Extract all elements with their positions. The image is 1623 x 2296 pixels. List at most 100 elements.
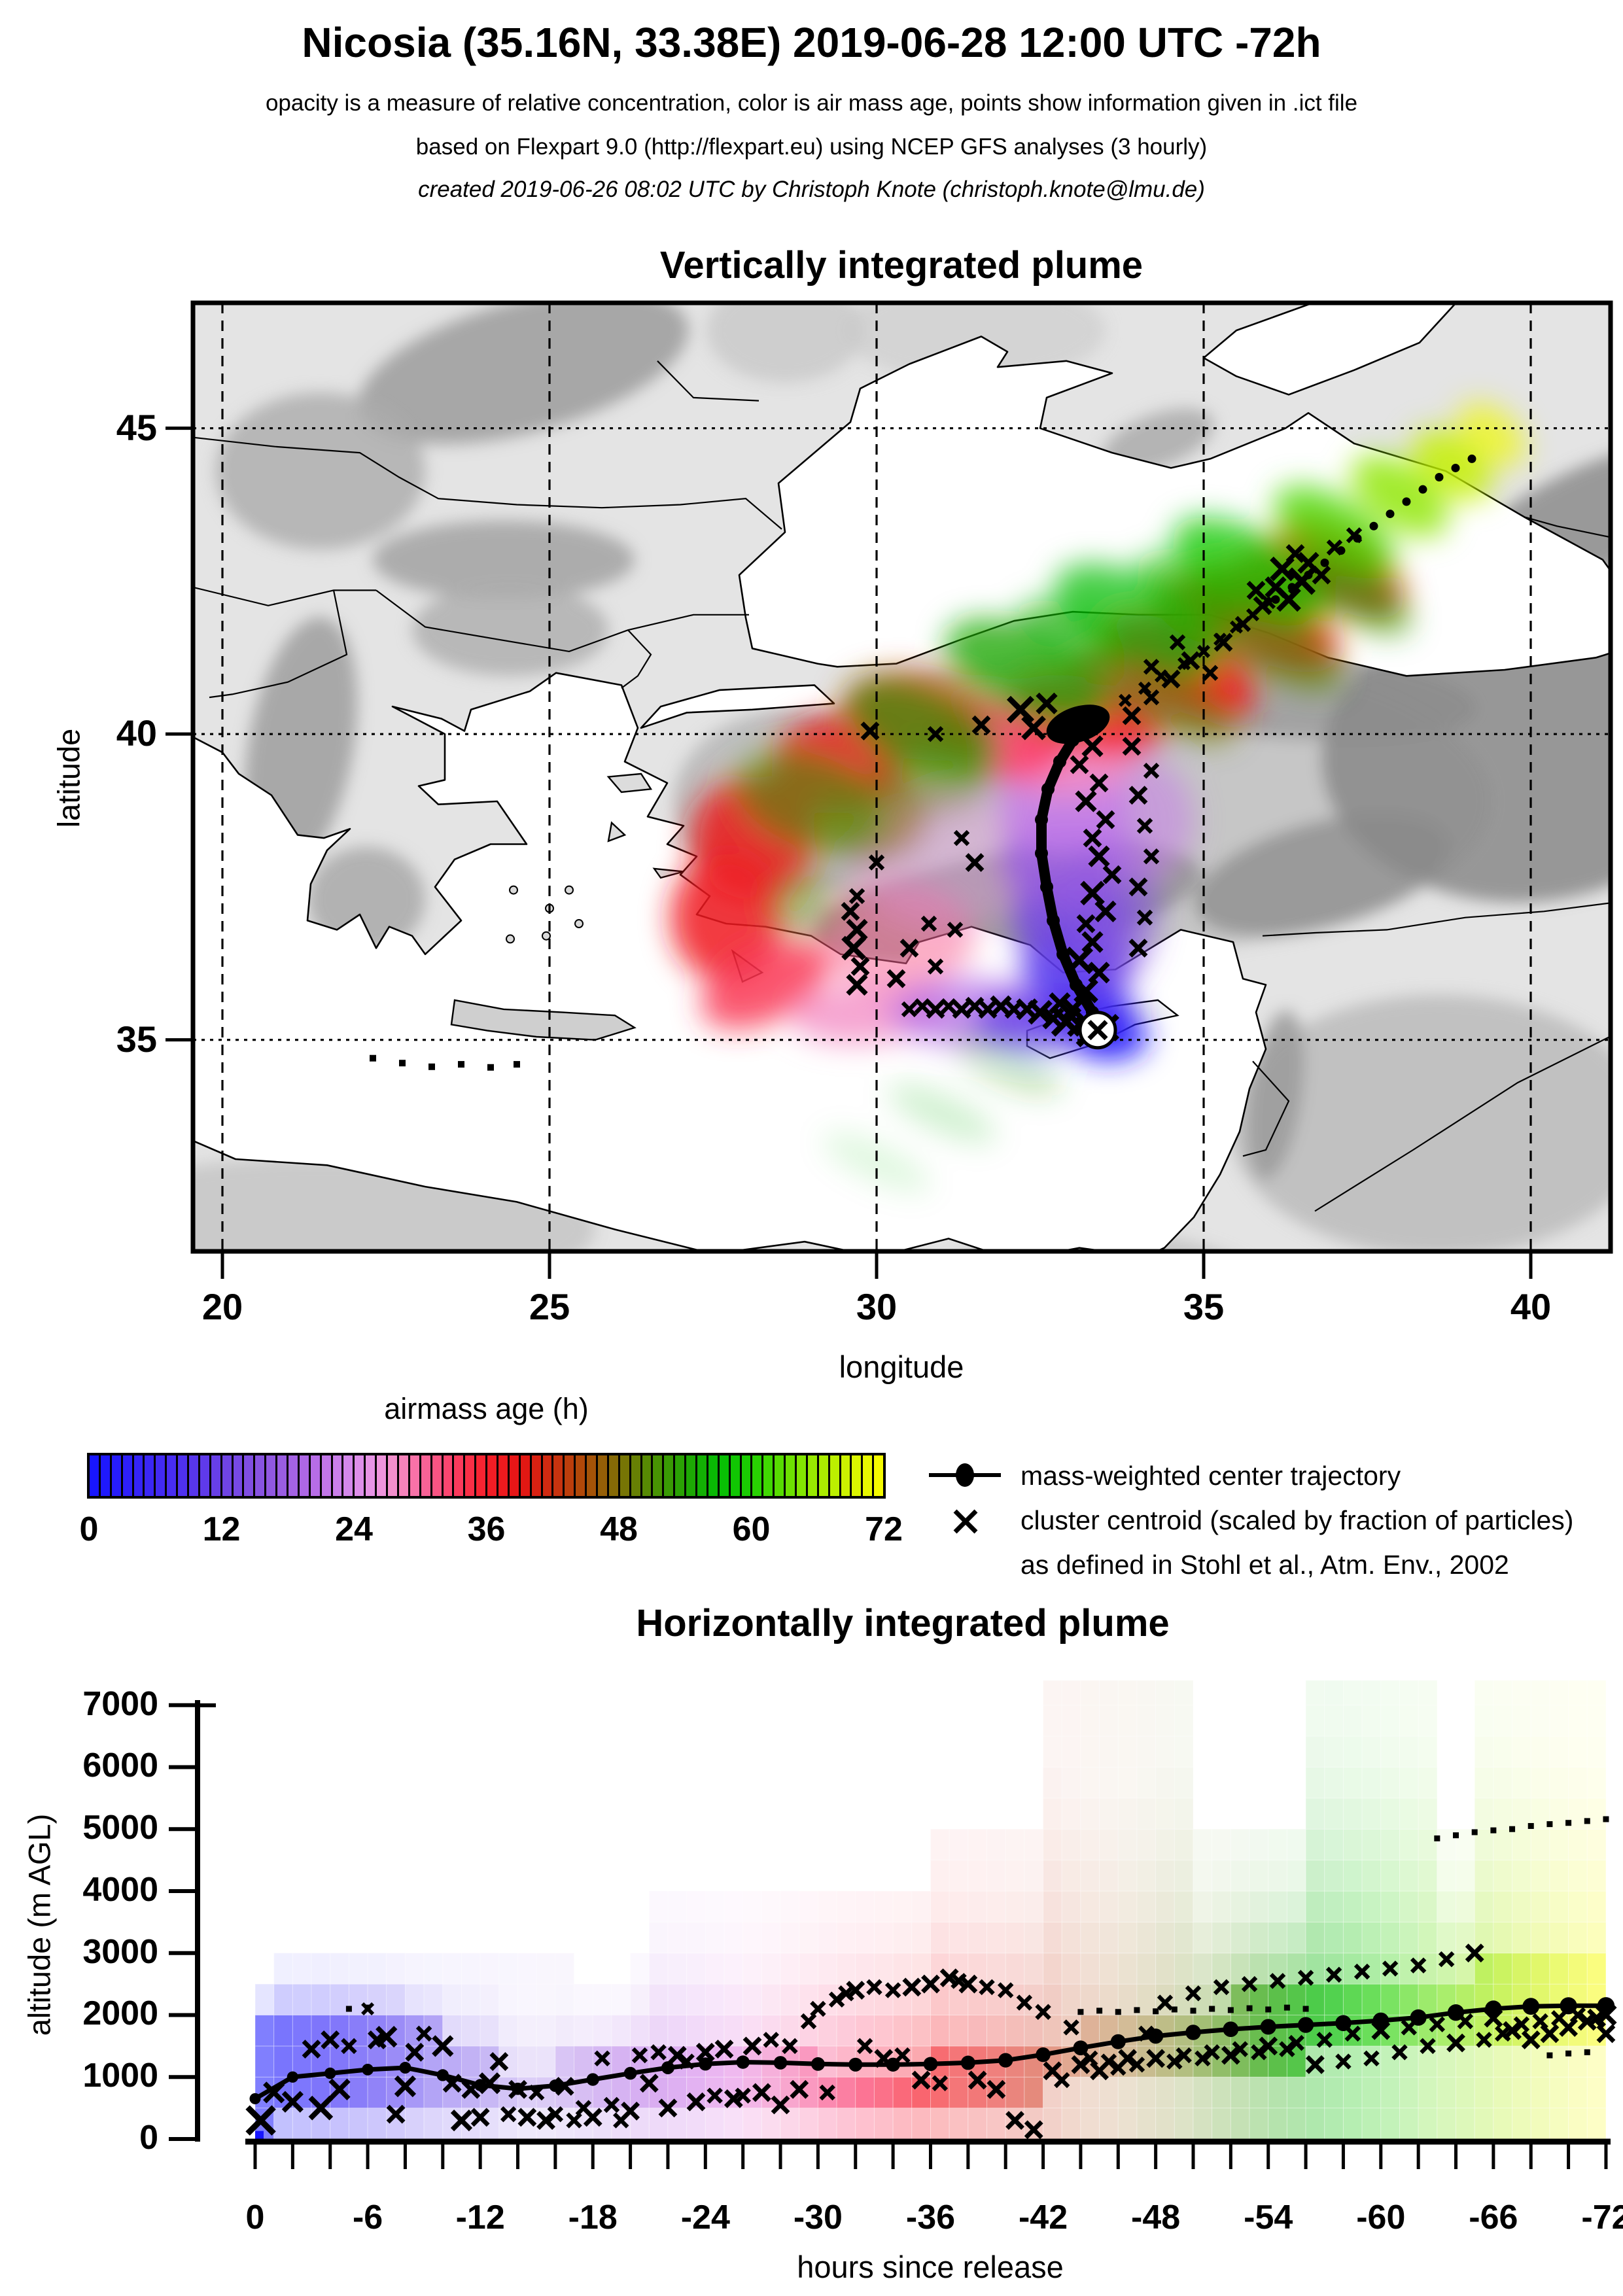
colorbar-cell (763, 1455, 773, 1496)
colorbar-cell (653, 1455, 663, 1496)
colorbar-cell (664, 1455, 674, 1496)
alt-hours-tick-label: -54 (1244, 2199, 1293, 2236)
colorbar-cell (211, 1455, 220, 1496)
alt-hours-tick-label: -36 (905, 2199, 956, 2236)
colorbar-cell (807, 1455, 817, 1496)
legend-symbols (929, 1463, 1001, 1534)
colorbar-cell (366, 1455, 375, 1496)
colorbar-tick-label: 60 (732, 1510, 771, 1548)
colorbar-cell (299, 1455, 309, 1496)
colorbar-cell (398, 1455, 408, 1496)
colorbar-cell (355, 1455, 364, 1496)
map-frame (190, 300, 1613, 1254)
alt-hours-tick-label: -30 (793, 2199, 843, 2236)
map-latitude-tick-label: 40 (116, 712, 157, 754)
colorbar-cell (255, 1455, 265, 1496)
colorbar-cell (122, 1455, 132, 1496)
colorbar-cell (752, 1455, 762, 1496)
colorbar-cell (178, 1455, 188, 1496)
colorbar-cell (531, 1455, 541, 1496)
colorbar-cell (697, 1455, 707, 1496)
colorbar-cell (542, 1455, 552, 1496)
colorbar-cell (874, 1455, 884, 1496)
legend-centroid-symbol (953, 1509, 978, 1534)
colorbar-cell (310, 1455, 320, 1496)
colorbar-tick-label: 36 (467, 1510, 506, 1548)
map-longitude-tick-label: 20 (201, 1286, 243, 1327)
alt-panel-title: Horizontally integrated plume (636, 1602, 1170, 1644)
trajectory-endpoint-blob (1046, 704, 1110, 744)
airmass-age-colorbar (87, 1453, 886, 1499)
colorbar-cell (587, 1455, 596, 1496)
alt-markers (245, 1816, 1617, 2140)
alt-altitude-tick-label: 1000 (82, 2057, 158, 2095)
colorbar-cell (443, 1455, 453, 1496)
colorbar-cell (465, 1455, 475, 1496)
credit-line: created 2019-06-26 08:02 UTC by Christop… (418, 177, 1205, 202)
colorbar-cell (730, 1455, 740, 1496)
colorbar-cell (797, 1455, 806, 1496)
colorbar-tick-label: 12 (202, 1510, 241, 1548)
map-latitude-tick-label: 35 (116, 1018, 157, 1060)
colorbar-cell (233, 1455, 243, 1496)
alt-heatmap (254, 1680, 1607, 2140)
colorbar-cell (719, 1455, 729, 1496)
map-markers (370, 454, 1476, 1071)
colorbar-cell (145, 1455, 154, 1496)
colorbar-cell (156, 1455, 166, 1496)
colorbar-cell (454, 1455, 464, 1496)
colorbar-cell (741, 1455, 751, 1496)
colorbar-cell (421, 1455, 430, 1496)
alt-altitude-tick-label: 5000 (82, 1809, 158, 1847)
colorbar-cell (266, 1455, 276, 1496)
map-latitude-tick-label: 45 (116, 406, 157, 448)
colorbar-tick-label: 72 (865, 1510, 903, 1548)
colorbar-cell (90, 1455, 99, 1496)
colorbar-cell (432, 1455, 442, 1496)
map-longitude-tick-label: 30 (856, 1286, 898, 1327)
alt-altitude-tick-label: 6000 (82, 1747, 158, 1785)
colorbar-tick-label: 0 (79, 1510, 99, 1548)
colorbar-cell (675, 1455, 685, 1496)
legend-trajectory-label: mass-weighted center trajectory (1021, 1461, 1401, 1491)
subtitle-line2: based on Flexpart 9.0 (http://flexpart.e… (415, 134, 1208, 160)
colorbar-cell (642, 1455, 652, 1496)
colorbar-cell (686, 1455, 695, 1496)
alt-hours-tick-label: -6 (352, 2199, 383, 2236)
colorbar-cell (377, 1455, 387, 1496)
colorbar-cell (829, 1455, 839, 1496)
alt-hours-tick-label: -42 (1018, 2199, 1068, 2236)
colorbar-cell (277, 1455, 287, 1496)
legend-reference-label: as defined in Stohl et al., Atm. Env., 2… (1021, 1550, 1509, 1580)
colorbar-cell (818, 1455, 828, 1496)
alt-xaxis-title: hours since release (797, 2250, 1064, 2284)
legend-trajectory-symbol (929, 1463, 1001, 1487)
colorbar-cell (620, 1455, 629, 1496)
alt-hours-tick-label: -18 (568, 2199, 618, 2236)
colorbar-cell (708, 1455, 718, 1496)
colorbar-cell (597, 1455, 607, 1496)
map-gridlines (193, 303, 1611, 1251)
colorbar-cell (133, 1455, 143, 1496)
colorbar-cell (332, 1455, 342, 1496)
colorbar-cell (498, 1455, 508, 1496)
colorbar-cell (631, 1455, 640, 1496)
alt-altitude-tick-label: 3000 (82, 1932, 158, 1971)
colorbar-cell (200, 1455, 209, 1496)
alt-hours-tick-label: -66 (1469, 2199, 1518, 2236)
colorbar-cell (388, 1455, 397, 1496)
alt-hours-tick-label: -72 (1581, 2199, 1623, 2236)
colorbar-cell (487, 1455, 497, 1496)
colorbar-cell (852, 1455, 862, 1496)
colorbar-cell (189, 1455, 198, 1496)
colorbar-cell (321, 1455, 331, 1496)
alt-hours-tick-label: -48 (1131, 2199, 1181, 2236)
colorbar-cell (476, 1455, 486, 1496)
map-longitude-tick-label: 25 (529, 1286, 570, 1327)
colorbar-cell (509, 1455, 519, 1496)
map-longitude-tick-label: 35 (1183, 1286, 1225, 1327)
alt-altitude-tick-label: 4000 (82, 1870, 158, 1909)
colorbar-cell (841, 1455, 850, 1496)
